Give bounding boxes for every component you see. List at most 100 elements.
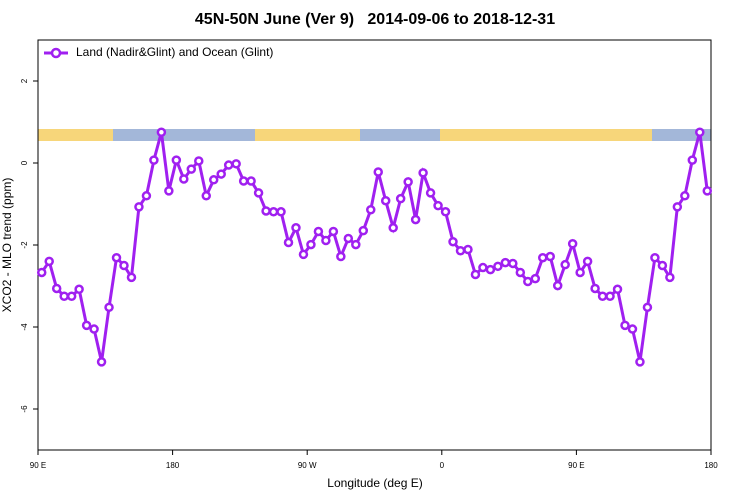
data-point — [485, 264, 496, 275]
data-point — [567, 239, 578, 249]
data-point — [620, 320, 630, 331]
data-point — [530, 273, 541, 284]
data-point — [470, 269, 481, 280]
data-point — [283, 237, 294, 248]
x-axis-label: Longitude (deg E) — [327, 476, 422, 490]
data-point — [597, 291, 608, 301]
y-axis-label: XCO2 - MLO trend (ppm) — [0, 178, 14, 313]
data-point — [51, 283, 62, 294]
x-tick-label: 90 W — [298, 461, 317, 470]
data-point — [366, 204, 376, 215]
data-point — [223, 160, 234, 170]
data-point — [380, 195, 391, 206]
data-point — [66, 291, 77, 301]
data-point — [298, 249, 309, 260]
data-point — [665, 272, 675, 283]
data-point — [291, 223, 301, 233]
data-point — [149, 155, 159, 165]
data-point — [171, 155, 182, 165]
data-point — [313, 226, 324, 237]
data-point — [179, 174, 189, 184]
data-point — [627, 324, 638, 334]
data-point — [425, 188, 436, 198]
data-point — [343, 233, 354, 244]
data-point — [194, 156, 204, 166]
x-tick-label: 0 — [440, 461, 445, 470]
data-point — [440, 207, 451, 217]
data-point — [321, 235, 331, 246]
data-point — [44, 256, 54, 267]
data-point — [612, 284, 623, 295]
data-point — [523, 276, 533, 287]
data-point — [104, 302, 114, 313]
data-point — [141, 191, 152, 201]
data-point — [433, 200, 443, 211]
data-point — [306, 239, 316, 250]
series-line — [40, 131, 709, 363]
data-point — [201, 191, 211, 201]
data-point — [552, 280, 563, 291]
data-point — [186, 164, 197, 174]
data-point — [590, 283, 600, 294]
data-point — [36, 267, 47, 278]
data-point — [238, 176, 249, 186]
data-point — [164, 186, 174, 196]
data-point — [493, 261, 503, 272]
y-tick-label: -4 — [20, 323, 29, 331]
data-point — [642, 302, 653, 313]
data-point — [687, 155, 698, 165]
data-point — [246, 176, 256, 186]
map-strip — [38, 129, 711, 141]
data-point — [538, 252, 548, 263]
y-tick-label: 0 — [20, 160, 29, 165]
data-point — [216, 169, 226, 179]
data-point — [373, 167, 383, 177]
data-point — [478, 262, 488, 273]
data-point — [657, 260, 668, 271]
data-point — [81, 320, 92, 331]
data-point — [96, 357, 107, 367]
data-point — [111, 252, 122, 263]
legend-label: Land (Nadir&Glint) and Ocean (Glint) — [76, 45, 273, 59]
data-point — [463, 244, 473, 255]
data-point — [268, 207, 279, 217]
data-point — [515, 267, 526, 278]
y-tick-label: -2 — [20, 241, 29, 249]
data-point — [575, 267, 585, 278]
data-point — [560, 259, 570, 270]
data-point — [695, 127, 705, 137]
x-tick-label: 180 — [166, 461, 180, 470]
data-point — [74, 284, 84, 295]
data-point — [455, 245, 466, 256]
data-point — [231, 159, 241, 169]
data-point — [448, 236, 458, 247]
data-point — [418, 168, 428, 178]
data-point — [582, 256, 593, 267]
data-point — [89, 324, 99, 334]
data-point — [261, 206, 271, 216]
data-point — [119, 260, 129, 271]
data-point — [126, 272, 137, 283]
data-point — [336, 251, 346, 262]
data-point — [358, 225, 369, 236]
chart-title: 45N-50N June (Ver 9) 2014-09-06 to 2018-… — [195, 11, 555, 28]
data-point — [395, 193, 406, 204]
data-point — [403, 177, 413, 187]
data-point — [388, 223, 398, 233]
data-point — [276, 207, 286, 217]
data-point — [59, 291, 69, 301]
data-point — [702, 186, 713, 196]
x-tick-label: 90 E — [568, 461, 584, 470]
data-point — [134, 202, 144, 212]
data-point — [328, 226, 339, 237]
data-point — [680, 191, 690, 201]
data-point — [156, 127, 167, 137]
data-point — [545, 251, 555, 262]
data-point — [208, 175, 219, 185]
data-point — [672, 202, 683, 212]
y-tick-label: 2 — [20, 78, 29, 83]
data-point — [650, 252, 660, 263]
y-tick-label: -6 — [20, 405, 29, 413]
data-point — [605, 291, 615, 301]
